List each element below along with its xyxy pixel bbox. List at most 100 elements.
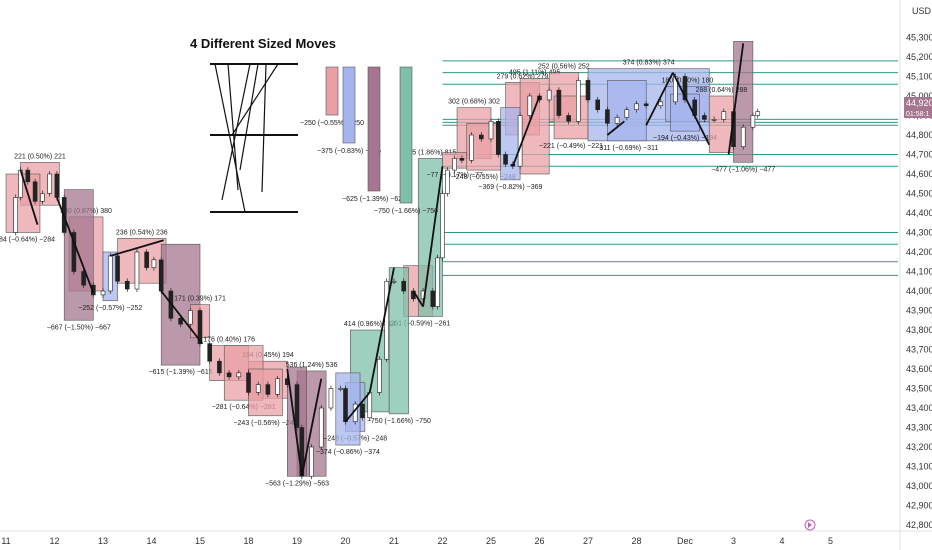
move-box-label: 374 (0.83%) 374 bbox=[623, 60, 675, 67]
candle-body bbox=[217, 360, 222, 374]
candle-body bbox=[711, 119, 717, 121]
move-box bbox=[519, 78, 550, 175]
price-tick-label: 45,200 bbox=[906, 52, 932, 62]
candle-body bbox=[151, 259, 157, 268]
candle-body bbox=[32, 181, 38, 202]
candle-body bbox=[144, 251, 149, 268]
candle-body bbox=[81, 271, 86, 286]
candle-body bbox=[54, 173, 60, 198]
candle-body bbox=[360, 403, 365, 419]
move-box bbox=[500, 107, 521, 181]
swing-line bbox=[422, 166, 444, 307]
size-legend: −250 (−0.55%) −250 −375 (−0.83%) −375 −625… bbox=[210, 63, 438, 215]
candle-body bbox=[527, 95, 533, 116]
swing-line bbox=[412, 290, 424, 308]
candle-body bbox=[595, 99, 601, 110]
move-box-label: 252 (0.56%) 252 bbox=[538, 64, 590, 71]
candle-body bbox=[309, 446, 314, 477]
candle-body bbox=[265, 384, 271, 395]
swing-line bbox=[727, 43, 745, 155]
candle-body bbox=[134, 251, 140, 290]
price-tick-label: 43,300 bbox=[906, 423, 932, 433]
price-tick-label: 44,500 bbox=[906, 189, 932, 199]
move-box-label: −252 (−0.57%) −252 bbox=[78, 305, 142, 312]
candle-body bbox=[100, 290, 106, 296]
time-axis: 11 12 13 14 15 18 19 20 21 22 25 26 27 28 Dec 3 4 5 bbox=[1, 536, 833, 546]
candle-body bbox=[391, 280, 397, 283]
move-box-label: 180 (0.40%) 180 bbox=[662, 77, 714, 84]
candle-body bbox=[294, 384, 300, 428]
legend-zigzag bbox=[231, 63, 279, 136]
swing-line bbox=[672, 72, 711, 146]
swing-line bbox=[645, 72, 674, 126]
candle-body bbox=[605, 109, 610, 124]
move-box-label: −667 (−1.50%) −667 bbox=[47, 324, 111, 331]
move-box-label: −615 (−1.39%) −615 bbox=[149, 369, 213, 376]
candle-body bbox=[236, 372, 242, 378]
move-box-label: −281 (−0.64%) −281 bbox=[212, 404, 276, 411]
legend-box-label: −750 (−1.66%) −750 bbox=[374, 208, 438, 215]
last-price-tag: 44,920 01:58:1 bbox=[904, 97, 932, 118]
candle-body bbox=[343, 388, 348, 422]
candle-body bbox=[124, 280, 130, 290]
time-tick-label: 21 bbox=[389, 536, 399, 546]
swing-line bbox=[300, 378, 323, 477]
price-tick-label: 45,300 bbox=[906, 33, 932, 43]
legend-zigzag bbox=[214, 63, 246, 213]
candle-body bbox=[556, 89, 562, 116]
move-box-label: −311 (−0.69%) −311 bbox=[595, 145, 658, 152]
legend-box-label: −250 (−0.55%) −250 bbox=[300, 120, 364, 127]
candle-body bbox=[503, 154, 508, 165]
time-tick-label: 13 bbox=[98, 536, 108, 546]
candle-body bbox=[197, 310, 203, 344]
price-tick-label: 44,800 bbox=[906, 130, 932, 140]
replay-icon[interactable] bbox=[804, 519, 816, 531]
move-box-label: 302 (0.68%) 302 bbox=[448, 99, 500, 106]
time-tick-label: 28 bbox=[631, 536, 641, 546]
candle-body bbox=[452, 158, 457, 171]
candle-body bbox=[445, 169, 450, 194]
candle-body bbox=[377, 358, 382, 393]
candle-body bbox=[546, 89, 552, 101]
candle-body bbox=[71, 232, 77, 272]
legend-zigzag bbox=[227, 63, 239, 191]
move-box bbox=[117, 238, 167, 284]
candle-body bbox=[188, 310, 193, 325]
swing-line bbox=[368, 267, 395, 393]
price-tick-label: 43,200 bbox=[906, 442, 932, 452]
candle-body bbox=[755, 111, 761, 116]
chart-title: 4 Different Sized Moves bbox=[190, 36, 336, 51]
candle-body bbox=[435, 257, 440, 307]
candle-body bbox=[401, 280, 407, 292]
move-box-label: −374 (−0.86%) −374 bbox=[316, 449, 380, 456]
candle-body bbox=[740, 126, 746, 147]
legend-box bbox=[325, 66, 339, 116]
move-box-label: −563 (−1.29%) −563 bbox=[265, 480, 329, 487]
candle-body bbox=[158, 259, 164, 292]
price-axis: 42,800 42,900 43,000 43,100 43,200 43,300 43,4… bbox=[906, 33, 932, 531]
price-tick-label: 44,600 bbox=[906, 169, 932, 179]
candle-body bbox=[643, 103, 649, 107]
price-tick-label: 45,100 bbox=[906, 72, 932, 82]
candle-body bbox=[47, 173, 52, 194]
price-tick-label: 43,500 bbox=[906, 384, 932, 394]
swing-line bbox=[286, 368, 303, 477]
time-tick-label: 4 bbox=[779, 536, 784, 546]
price-tick-label: 43,900 bbox=[906, 306, 932, 316]
price-tick-label: 42,900 bbox=[906, 501, 932, 511]
time-tick-label: 22 bbox=[437, 536, 447, 546]
price-tick-label: 44,000 bbox=[906, 286, 932, 296]
move-box-label: 288 (0.64%) 288 bbox=[695, 87, 747, 94]
candle-body bbox=[566, 115, 571, 122]
price-tick-label: 43,400 bbox=[906, 403, 932, 413]
price-tick-label: 43,800 bbox=[906, 325, 932, 335]
candle-body bbox=[255, 384, 261, 393]
price-tick-label: 43,100 bbox=[906, 462, 932, 472]
move-box-label: −248 (−0.55%) −248 bbox=[452, 174, 516, 181]
move-box-label: −243 (−0.56%) −243 bbox=[233, 420, 297, 427]
last-price-value: 44,920 bbox=[906, 98, 932, 108]
swing-line bbox=[110, 239, 164, 257]
legend-box-label: −375 (−0.83%) −375 bbox=[317, 148, 381, 155]
candle-body bbox=[440, 193, 445, 259]
move-box-label: −261 (−0.59%) −261 bbox=[386, 320, 450, 327]
